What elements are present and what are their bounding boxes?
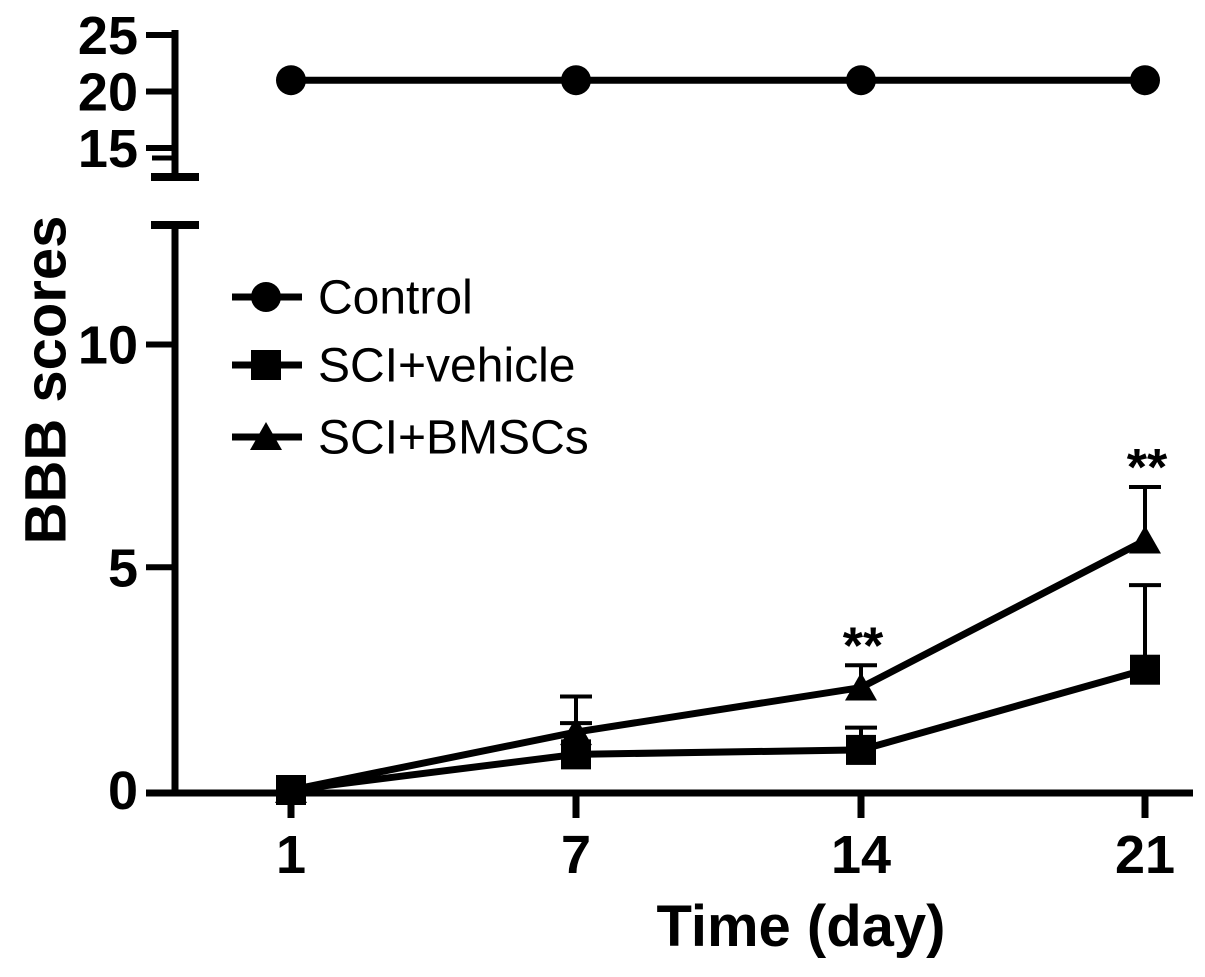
series-sci-vehicle-square-marker xyxy=(561,739,591,770)
legend-control-circle-marker xyxy=(251,282,281,312)
top-panel-tick-label: 25 xyxy=(78,6,138,66)
top-panel-tick-label: 20 xyxy=(78,63,138,123)
series-sci-bmscs-triangle-marker xyxy=(1129,525,1161,554)
significance-annotation: ** xyxy=(1127,439,1168,497)
x-axis-tick-label: 21 xyxy=(1115,825,1175,885)
series-sci-vehicle-square-marker xyxy=(276,775,306,805)
series-control-circle-marker xyxy=(276,65,306,96)
x-axis-tick-label: 1 xyxy=(276,825,306,885)
series-control-circle-marker xyxy=(846,65,876,96)
top-panel-tick-label: 15 xyxy=(78,119,138,179)
series-control-circle-marker xyxy=(1130,65,1160,96)
legend-label-control: Control xyxy=(318,272,473,325)
bottom-panel-tick-label: 0 xyxy=(108,761,138,821)
series-line-sci-vehicle xyxy=(290,666,1146,794)
bottom-panel-tick-label: 10 xyxy=(78,316,138,376)
x-axis-tick-label: 7 xyxy=(561,825,591,885)
x-axis-tick-label: 14 xyxy=(831,825,891,885)
x-axis-title: Time (day) xyxy=(656,894,945,959)
legend-label-sci-bmscs: SCI+BMSCs xyxy=(318,412,589,465)
y-axis-title: BBB scores xyxy=(14,216,79,545)
series-sci-vehicle-square-marker xyxy=(1130,654,1160,685)
series-sci-bmscs-triangle-marker xyxy=(560,717,592,746)
significance-annotation: ** xyxy=(843,617,884,675)
bottom-panel-tick-label: 5 xyxy=(108,538,138,598)
series-sci-vehicle-square-marker xyxy=(846,734,876,765)
series-control-circle-marker xyxy=(561,65,591,96)
legend-label-sci-vehicle: SCI+vehicle xyxy=(318,340,575,393)
series-line-sci-bmscs xyxy=(290,537,1147,794)
legend-sci-bmscs-triangle-marker xyxy=(250,422,282,450)
series-sci-bmscs-triangle-marker xyxy=(845,672,877,701)
legend-sci-vehicle-square-marker xyxy=(251,350,281,380)
